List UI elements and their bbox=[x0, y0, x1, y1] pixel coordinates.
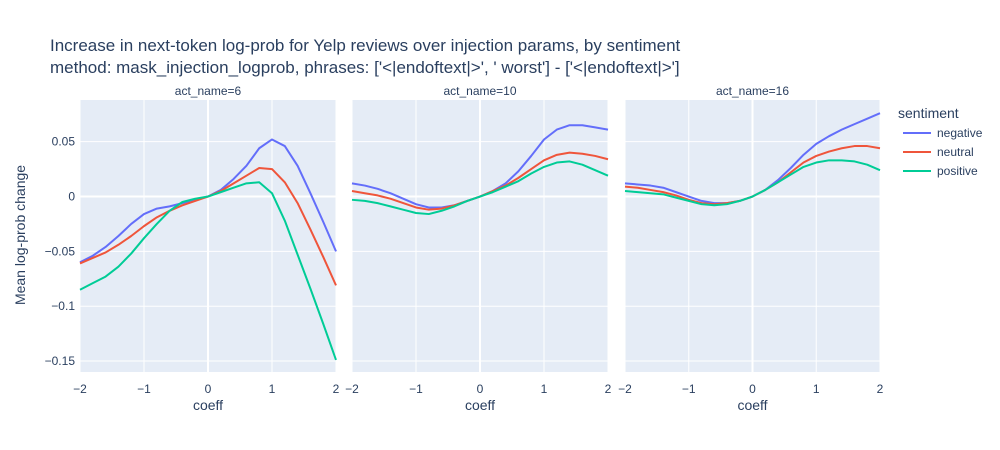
chart-title-line2: method: mask_injection_logprob, phrases:… bbox=[50, 58, 680, 77]
legend-item-neutral[interactable]: neutral bbox=[903, 145, 974, 159]
x-tick-label: −2 bbox=[73, 382, 87, 396]
x-tick-label: 0 bbox=[477, 382, 484, 396]
legend-item-negative[interactable]: negative bbox=[903, 126, 983, 140]
subplot-title: act_name=10 bbox=[443, 84, 516, 98]
series-line-positive bbox=[624, 159, 881, 207]
x-tick-label: 1 bbox=[541, 382, 548, 396]
x-tick-label: 1 bbox=[269, 382, 276, 396]
subplot-title: act_name=16 bbox=[716, 84, 789, 98]
x-tick-label: 0 bbox=[205, 382, 212, 396]
x-tick-label: −1 bbox=[682, 382, 696, 396]
x-tick-label: 0 bbox=[749, 382, 756, 396]
legend-title: sentiment bbox=[898, 105, 959, 121]
x-tick-label: −2 bbox=[345, 382, 359, 396]
x-axis-title: coeff bbox=[465, 397, 495, 413]
x-tick-label: 2 bbox=[605, 382, 612, 396]
x-tick-label: 1 bbox=[813, 382, 820, 396]
y-axis-title: Mean log-prob change bbox=[12, 165, 28, 305]
chart-title-line1: Increase in next-token log-prob for Yelp… bbox=[50, 36, 681, 55]
legend-label: positive bbox=[937, 164, 978, 178]
subplots: act_name=6 −2 −1 0 1 2 coeff −0.15 −0.1 −0.05 0 0.0… bbox=[45, 84, 884, 413]
x-tick-label: 2 bbox=[877, 382, 884, 396]
x-axis-title: coeff bbox=[193, 397, 223, 413]
subplot-3: act_name=16 −2 −1 0 1 2 coeff bbox=[618, 84, 884, 413]
series-line-positive bbox=[351, 160, 609, 216]
x-axis-title: coeff bbox=[737, 397, 767, 413]
legend-label: neutral bbox=[937, 145, 974, 159]
x-tick-label: −2 bbox=[618, 382, 632, 396]
x-tick-label: −1 bbox=[137, 382, 151, 396]
subplot-1: act_name=6 −2 −1 0 1 2 coeff −0.15 −0.1 −0.05 0 0.0… bbox=[45, 84, 340, 413]
y-tick-label: 0.05 bbox=[52, 135, 76, 149]
y-tick-label: −0.1 bbox=[51, 299, 75, 313]
legend-label: negative bbox=[937, 126, 983, 140]
x-tick-label: 2 bbox=[333, 382, 340, 396]
legend: sentiment negative neutral positive bbox=[898, 105, 983, 178]
y-tick-label: −0.15 bbox=[45, 354, 76, 368]
y-tick-label: −0.05 bbox=[45, 244, 76, 258]
subplot-2: act_name=10 −2 −1 0 1 2 coeff bbox=[345, 84, 612, 413]
legend-item-positive[interactable]: positive bbox=[903, 164, 978, 178]
series-line-positive bbox=[79, 181, 337, 361]
subplot-title: act_name=6 bbox=[175, 84, 242, 98]
y-tick-label: 0 bbox=[68, 190, 75, 204]
x-tick-label: −1 bbox=[409, 382, 423, 396]
